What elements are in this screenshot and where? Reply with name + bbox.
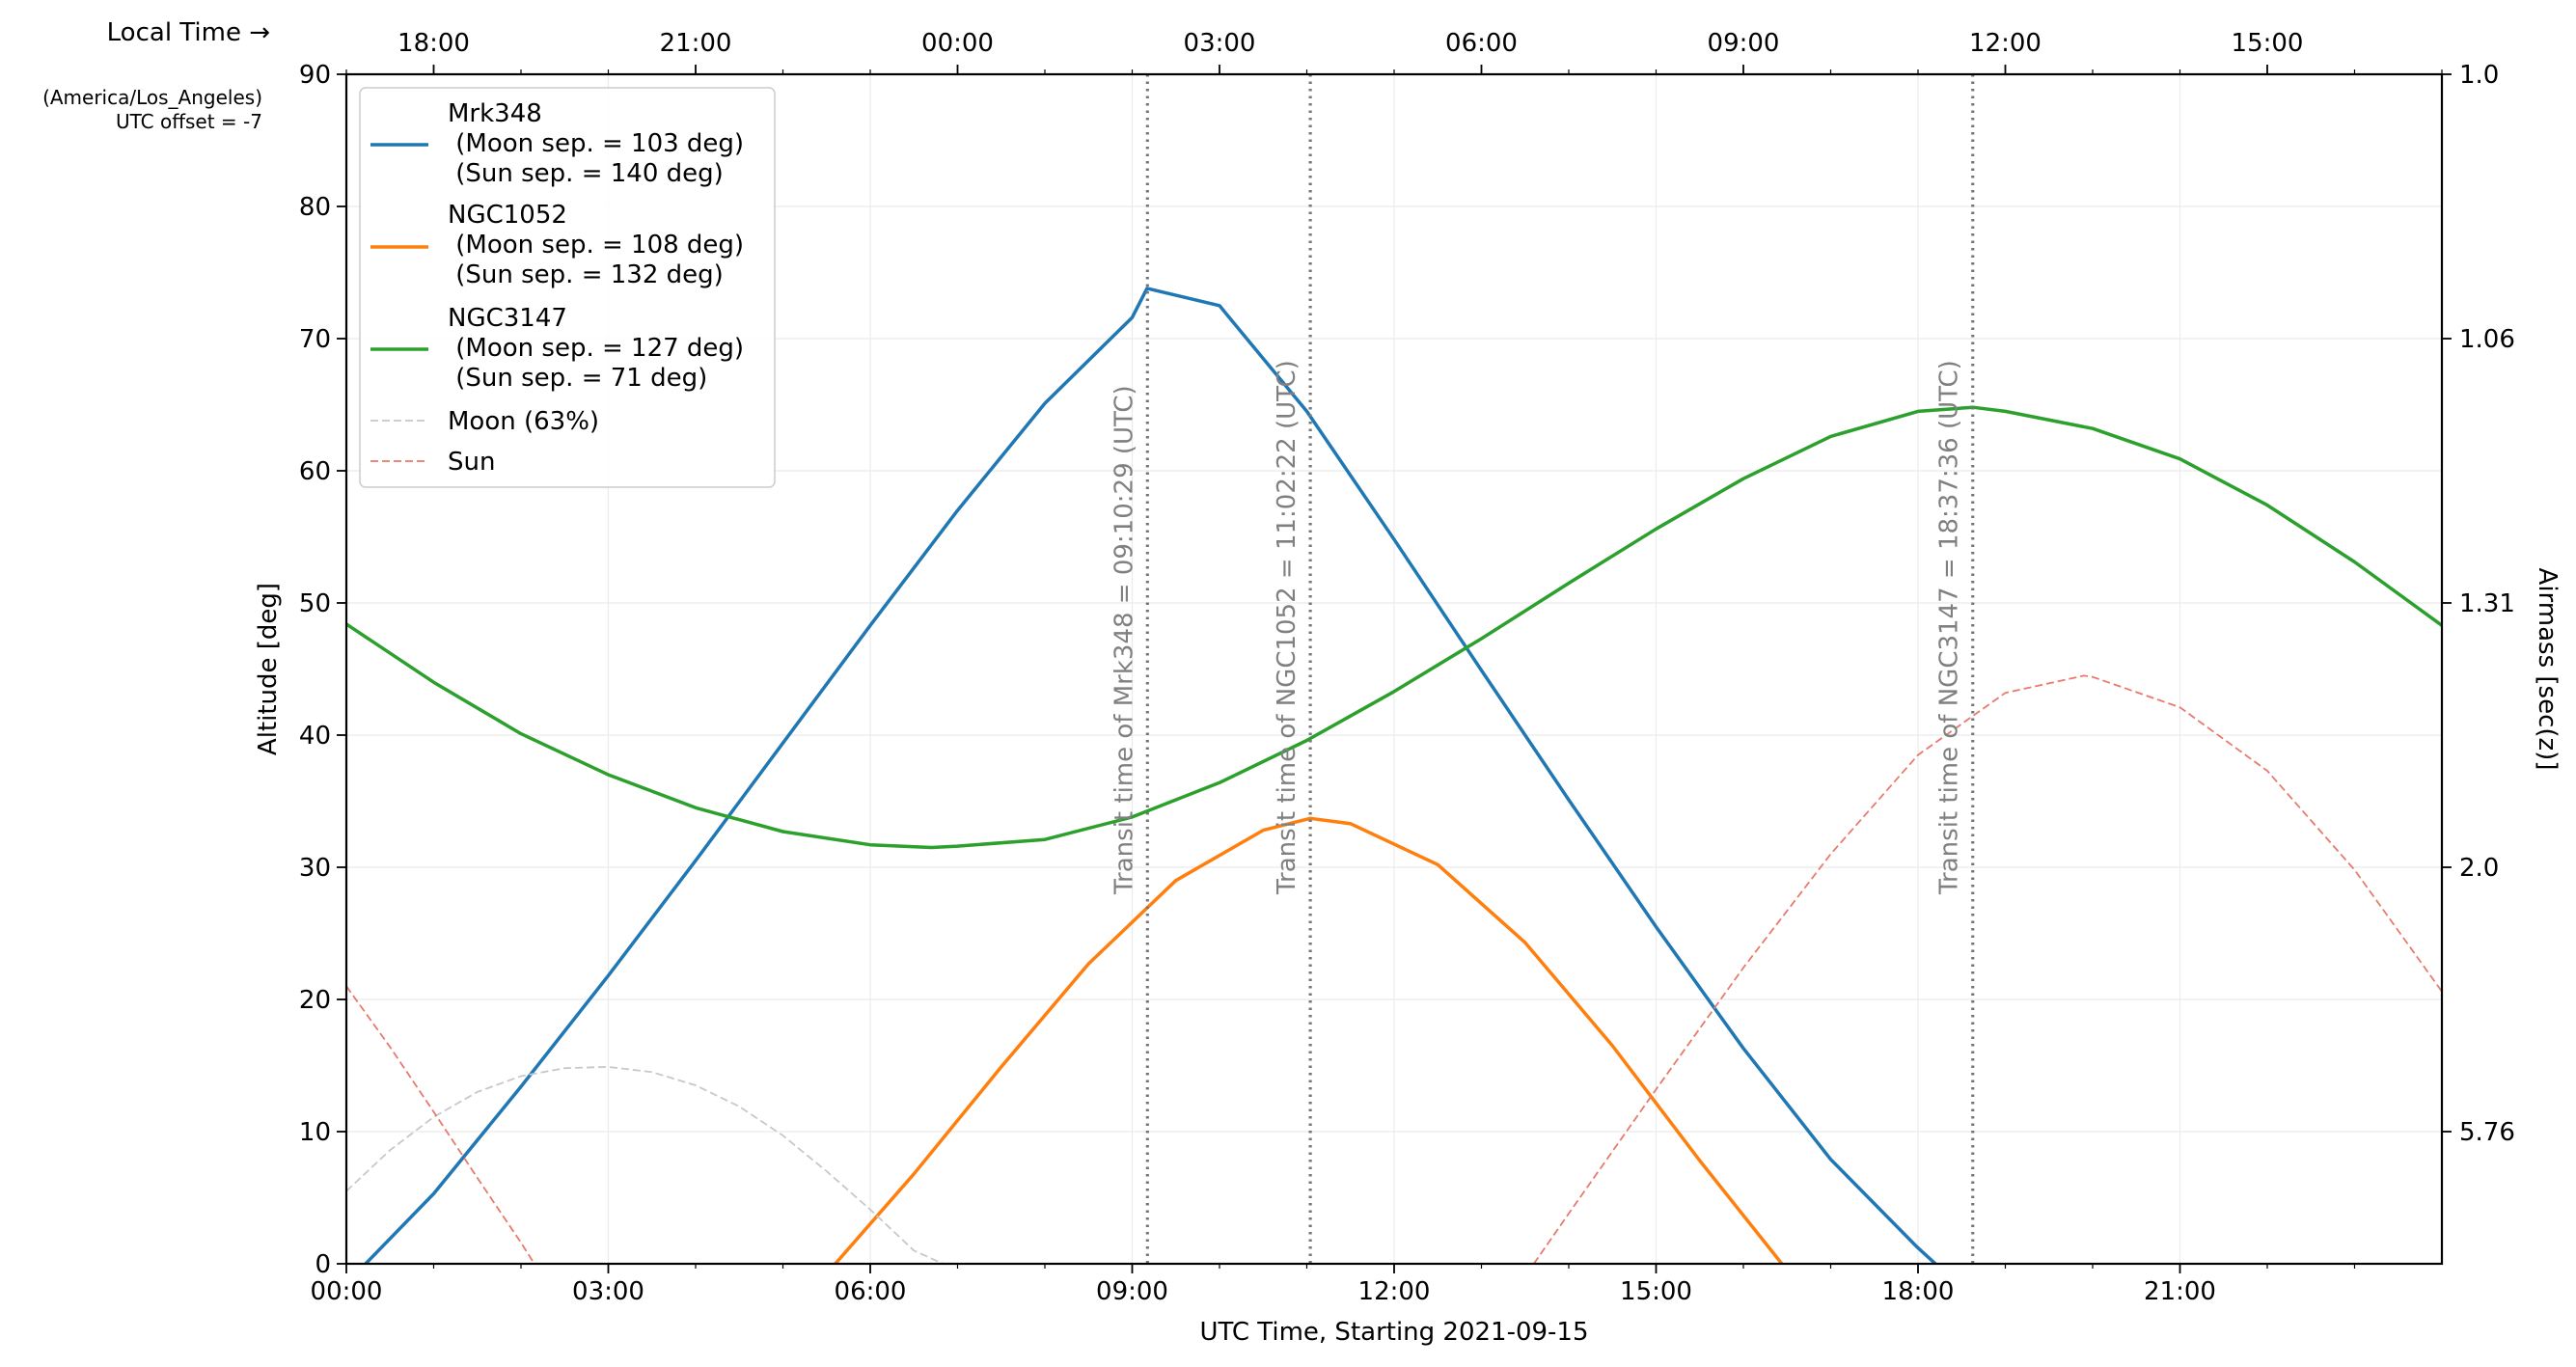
top-tick-label: 18:00 — [397, 29, 470, 58]
airmass-tick-label: 2.0 — [2459, 854, 2499, 883]
x-tick-label: 18:00 — [1882, 1277, 1955, 1306]
y-axis-title: Altitude [deg] — [254, 583, 283, 755]
top-tick-label: 15:00 — [2232, 29, 2304, 58]
right-airmass-axis: 1.0 1.06 1.31 2.0 5.76 — [2442, 61, 2515, 1147]
top-tick-label: 09:00 — [1708, 29, 1780, 58]
legend-line: (Moon sep. = 127 deg) — [448, 334, 744, 363]
y-tick-label: 30 — [299, 854, 331, 883]
x-tick-label: 12:00 — [1358, 1277, 1431, 1306]
legend-line: Mrk348 — [448, 99, 542, 128]
y-tick-label: 40 — [299, 722, 331, 751]
legend-line: (Moon sep. = 103 deg) — [448, 129, 744, 158]
legend-label-moon: Moon (63%) — [448, 407, 599, 436]
x-tick-label: 00:00 — [311, 1277, 383, 1306]
bottom-x-axis: 00:00 03:00 06:00 09:00 12:00 15:00 18:00 21:00 — [311, 1264, 2356, 1306]
legend-line: (Sun sep. = 140 deg) — [448, 159, 724, 188]
y-tick-label: 60 — [299, 457, 331, 486]
airmass-tick-label: 1.06 — [2459, 325, 2515, 354]
top-tick-label: 03:00 — [1184, 29, 1256, 58]
series-moon-63-line — [346, 1066, 945, 1264]
airmass-tick-label: 5.76 — [2459, 1118, 2515, 1147]
legend-line: NGC3147 — [448, 304, 567, 333]
legend-box — [359, 87, 776, 488]
series-sun-line — [1533, 674, 2442, 1264]
legend-line: NGC1052 — [448, 201, 567, 230]
x-tick-label: 09:00 — [1096, 1277, 1168, 1306]
y-tick-label: 70 — [299, 325, 331, 354]
x-tick-label: 03:00 — [572, 1277, 644, 1306]
utc-offset-note: UTC offset = -7 — [116, 110, 262, 133]
local-time-title: Local Time → — [107, 18, 270, 47]
left-y-axis: 0 10 20 30 40 50 60 70 80 90 — [299, 61, 346, 1279]
series-ngc3147-line — [346, 405, 2442, 850]
top-tick-label: 06:00 — [1445, 29, 1518, 58]
top-tick-label: 00:00 — [921, 29, 994, 58]
x-tick-label: 21:00 — [2144, 1277, 2216, 1306]
transit-label: Transit time of NGC3147 = 18:37:36 (UTC) — [1935, 360, 1964, 895]
legend-line: (Moon sep. = 108 deg) — [448, 231, 744, 260]
airmass-axis-title: Airmass [sec(z)] — [2533, 568, 2562, 771]
timezone-note: (America/Los_Angeles) — [42, 86, 262, 109]
legend-label-ngc3147: NGC3147 (Moon sep. = 127 deg) (Sun sep. … — [448, 304, 744, 393]
x-tick-label: 15:00 — [1620, 1277, 1692, 1306]
x-axis-title: UTC Time, Starting 2021-09-15 — [1199, 1318, 1588, 1347]
y-tick-label: 20 — [299, 986, 331, 1015]
transit-label: Transit time of NGC1052 = 11:02:22 (UTC) — [1273, 360, 1302, 895]
legend: Mrk348 (Moon sep. = 103 deg) (Sun sep. =… — [359, 87, 776, 488]
top-tick-label: 12:00 — [1969, 29, 2042, 58]
data-lines — [346, 287, 2442, 1264]
y-tick-label: 10 — [299, 1118, 331, 1147]
airmass-tick-label: 1.31 — [2459, 589, 2515, 618]
series-sun-line — [346, 985, 535, 1264]
transit-markers: Transit time of Mrk348 = 09:10:29 (UTC) T… — [1110, 74, 1975, 1264]
transit-label: Transit time of Mrk348 = 09:10:29 (UTC) — [1110, 385, 1138, 895]
y-tick-label: 0 — [315, 1250, 331, 1279]
y-tick-label: 80 — [299, 193, 331, 222]
legend-line: (Sun sep. = 132 deg) — [448, 260, 724, 289]
y-tick-label: 90 — [299, 61, 331, 90]
legend-label-ngc1052: NGC1052 (Moon sep. = 108 deg) (Sun sep. … — [448, 201, 744, 289]
series-ngc1052-line — [834, 816, 1785, 1264]
x-tick-label: 06:00 — [835, 1277, 907, 1306]
legend-label-mrk348: Mrk348 (Moon sep. = 103 deg) (Sun sep. =… — [448, 99, 744, 188]
legend-line: (Sun sep. = 71 deg) — [448, 364, 707, 393]
top-local-time-axis: 18:00 21:00 00:00 03:00 06:00 09:00 12:00 15:00 — [345, 29, 2443, 74]
top-tick-label: 21:00 — [660, 29, 732, 58]
legend-label-sun: Sun — [448, 448, 495, 477]
y-tick-label: 50 — [299, 589, 331, 618]
airmass-tick-label: 1.0 — [2459, 61, 2499, 90]
